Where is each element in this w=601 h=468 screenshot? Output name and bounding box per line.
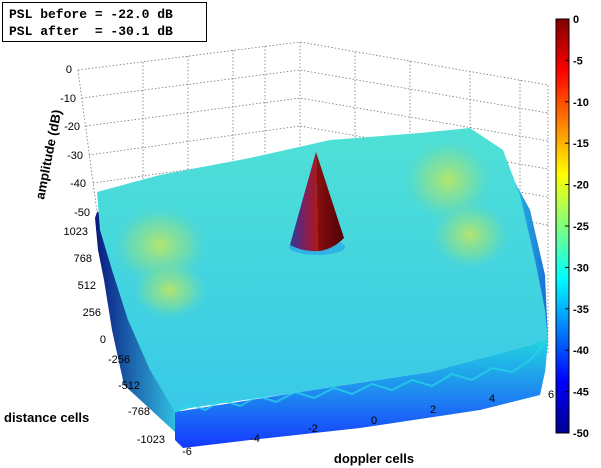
surface-front bbox=[175, 340, 548, 448]
doppler-tick-label: 2 bbox=[430, 404, 436, 416]
colorbar-tick-label: -45 bbox=[573, 387, 589, 399]
sidelobe-ridge-left-lower bbox=[132, 260, 208, 320]
distance-tick-label: 0 bbox=[100, 334, 106, 346]
doppler-axis-label: doppler cells bbox=[334, 451, 414, 466]
doppler-tick-label: -2 bbox=[308, 423, 318, 435]
colorbar-tick-label: -50 bbox=[573, 428, 589, 440]
distance-tick-label: 512 bbox=[78, 280, 96, 292]
doppler-tick-label: 0 bbox=[371, 415, 377, 427]
distance-axis-label: distance cells bbox=[4, 410, 89, 425]
psl-before-text: PSL before = -22.0 dB bbox=[9, 7, 173, 22]
colorbar-tick-label: -5 bbox=[573, 55, 583, 67]
doppler-tick-label: 6 bbox=[548, 389, 554, 401]
distance-tick-label: -1023 bbox=[137, 434, 165, 446]
main-peak bbox=[289, 152, 345, 255]
psl-after-text: PSL after = -30.1 dB bbox=[9, 24, 173, 39]
surface bbox=[95, 128, 549, 448]
psl-annotation-box: PSL before = -22.0 dB PSL after = -30.1 … bbox=[2, 2, 207, 42]
colorbar-ticks: 0 -5 -10 -15 -20 -25 -30 -35 -40 -45 -50 bbox=[565, 14, 589, 440]
surface-texture bbox=[174, 339, 549, 413]
z-tick-label: 0 bbox=[66, 64, 72, 76]
sidelobe-ridge-right-lower bbox=[430, 200, 510, 270]
z-axis-label: amplitude (dB) bbox=[32, 108, 64, 200]
z-tick-label: -50 bbox=[74, 207, 90, 219]
colorbar-tick-label: -15 bbox=[573, 138, 589, 150]
distance-tick-label: 1023 bbox=[64, 226, 88, 238]
distance-tick-label: -256 bbox=[108, 354, 130, 366]
colorbar: 0 -5 -10 -15 -20 -25 -30 -35 -40 -45 -50 bbox=[555, 14, 589, 440]
doppler-tick-label: -4 bbox=[250, 433, 260, 445]
z-tick-label: -10 bbox=[60, 93, 76, 105]
colorbar-tick-label: -30 bbox=[573, 262, 589, 274]
z-tick-label: -30 bbox=[67, 150, 83, 162]
colorbar-tick-label: 0 bbox=[573, 14, 579, 26]
z-axis: 0 -10 -20 -30 -40 -50 amplitude (dB) bbox=[32, 64, 90, 219]
colorbar-tick-label: -10 bbox=[573, 97, 589, 109]
colorbar-tick-label: -25 bbox=[573, 221, 589, 233]
z-tick-label: -40 bbox=[70, 178, 86, 190]
doppler-tick-label: -6 bbox=[182, 446, 192, 458]
doppler-tick-label: 4 bbox=[489, 393, 495, 405]
colorbar-tick-label: -35 bbox=[573, 304, 589, 316]
distance-tick-label: -768 bbox=[128, 406, 150, 418]
distance-tick-label: -512 bbox=[118, 380, 140, 392]
distance-tick-label: 768 bbox=[74, 253, 92, 265]
doppler-axis: -6 -4 -2 0 2 4 6 doppler cells bbox=[182, 389, 554, 466]
distance-axis: 1023 768 512 256 0 -256 -512 -768 -1023 … bbox=[4, 226, 165, 446]
z-tick-label: -20 bbox=[64, 121, 80, 133]
colorbar-tick-label: -20 bbox=[573, 180, 589, 192]
colorbar-tick-label: -40 bbox=[573, 345, 589, 357]
distance-tick-label: 256 bbox=[83, 307, 101, 319]
